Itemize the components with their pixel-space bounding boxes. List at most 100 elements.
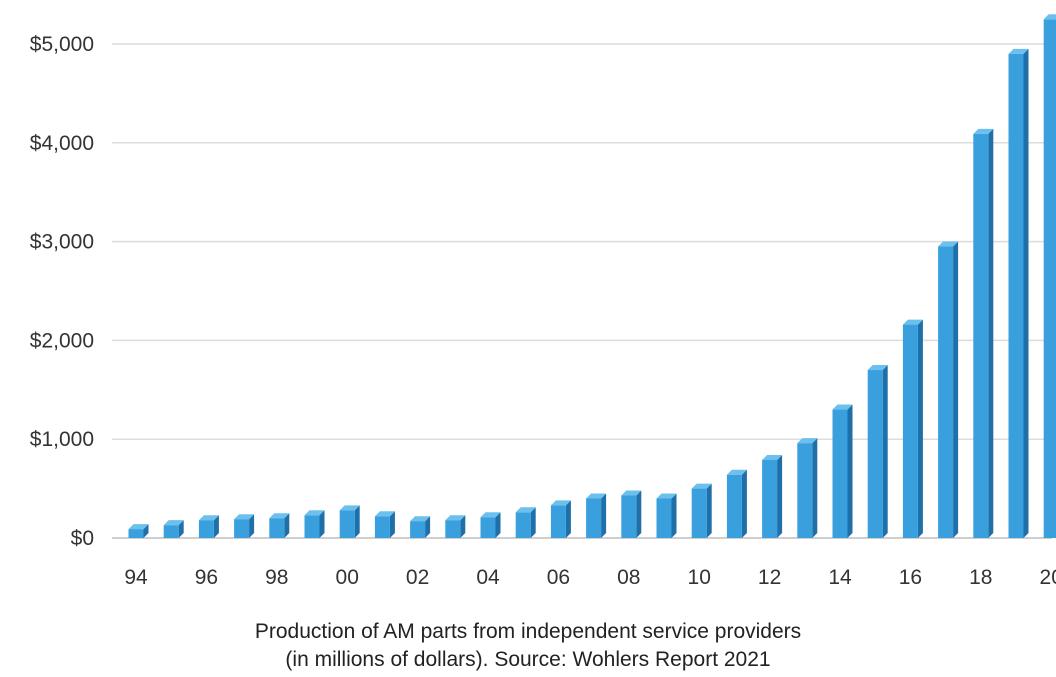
bar [480,512,501,538]
bar-top [1043,14,1056,20]
bar-top [726,469,747,475]
bar-front [938,246,954,539]
bar [762,454,783,538]
bar [973,128,994,538]
bar [445,515,466,538]
bar-top [410,516,431,522]
bar-top [867,365,888,371]
x-tick-label: 04 [476,566,500,589]
caption-line-1: Production of AM parts from independent … [254,620,802,643]
x-tick-label: 20 [1040,566,1056,589]
bar-side [530,507,536,538]
x-tick-label: 12 [758,566,781,589]
bar-top [445,515,466,521]
bar-front [656,498,672,538]
y-tick-label: $1,000 [30,428,94,451]
bar [515,507,536,538]
bars [128,14,1056,539]
bar-front [198,520,214,538]
bar-top [832,404,853,410]
bar-chart: $0 $1,000 $2,000 $3,000 $4,000 $5,000 94 96 98 0… [30,14,1056,589]
bar-side [319,510,325,538]
x-tick-label: 98 [265,566,288,589]
bar-top [1008,48,1029,54]
y-axis: $0 $1,000 $2,000 $3,000 $4,000 $5,000 [30,33,94,550]
bar-side [917,319,923,538]
bar-front [621,495,637,538]
bar [621,490,642,538]
bar [234,514,255,538]
bar-side [601,493,607,538]
bar-front [163,525,179,538]
bar-side [1023,48,1029,538]
bar-side [284,513,290,538]
x-tick-label: 08 [617,566,640,589]
bar [586,493,607,538]
x-tick-label: 94 [124,566,148,589]
bar-front [762,459,778,538]
bar-front [586,498,602,538]
bar-side [671,493,677,538]
bar [198,515,219,538]
bar-top [621,490,642,496]
bar-top [304,510,325,516]
bar-front [269,518,285,538]
bar [550,500,571,538]
bar-front [1008,53,1024,538]
bar-front [480,517,496,538]
bar [726,469,747,538]
bar [269,513,290,538]
x-tick-label: 16 [899,566,922,589]
bar [1008,48,1029,538]
bar-top [902,319,923,325]
bar-front [726,474,742,538]
bar-side [249,514,255,538]
bar-front [902,324,918,538]
bar-top [938,241,959,247]
bar [128,524,149,538]
bar-front [797,443,813,538]
bar [1043,14,1056,539]
bar-top [339,505,360,511]
bar-front [867,370,883,538]
bar-front [1043,19,1056,539]
bar-top [374,511,395,517]
bar-top [973,128,994,134]
bar-side [389,511,395,538]
caption-line-2: (in millions of dollars). Source: Wohler… [285,648,771,671]
bar-top [762,454,783,460]
bar-side [741,469,747,538]
bar-front [445,520,461,538]
bar-side [777,454,783,538]
x-tick-label: 18 [969,566,992,589]
bar [410,516,431,538]
y-tick-label: $4,000 [30,132,94,155]
bar-top [234,514,255,520]
x-tick-label: 14 [828,566,852,589]
bar-front [410,521,426,538]
bar-side [178,520,184,538]
bar-top [515,507,536,513]
bar-front [304,515,320,538]
bar [797,438,818,538]
bar-side [143,524,149,538]
x-tick-label: 00 [336,566,359,589]
y-tick-label: $5,000 [30,33,94,56]
x-tick-label: 02 [406,566,429,589]
bar-side [460,515,466,538]
bar-top [550,500,571,506]
bar [902,319,923,538]
bar-side [706,483,712,538]
bar-top [198,515,219,521]
bar-top [269,513,290,519]
bar-side [495,512,501,538]
bar [832,404,853,538]
bar-top [797,438,818,444]
y-tick-label: $3,000 [30,231,94,254]
bar [339,505,360,538]
bar [867,365,888,538]
bar [374,511,395,538]
bar-front [339,510,355,538]
bar [691,483,712,538]
bar-side [425,516,431,538]
